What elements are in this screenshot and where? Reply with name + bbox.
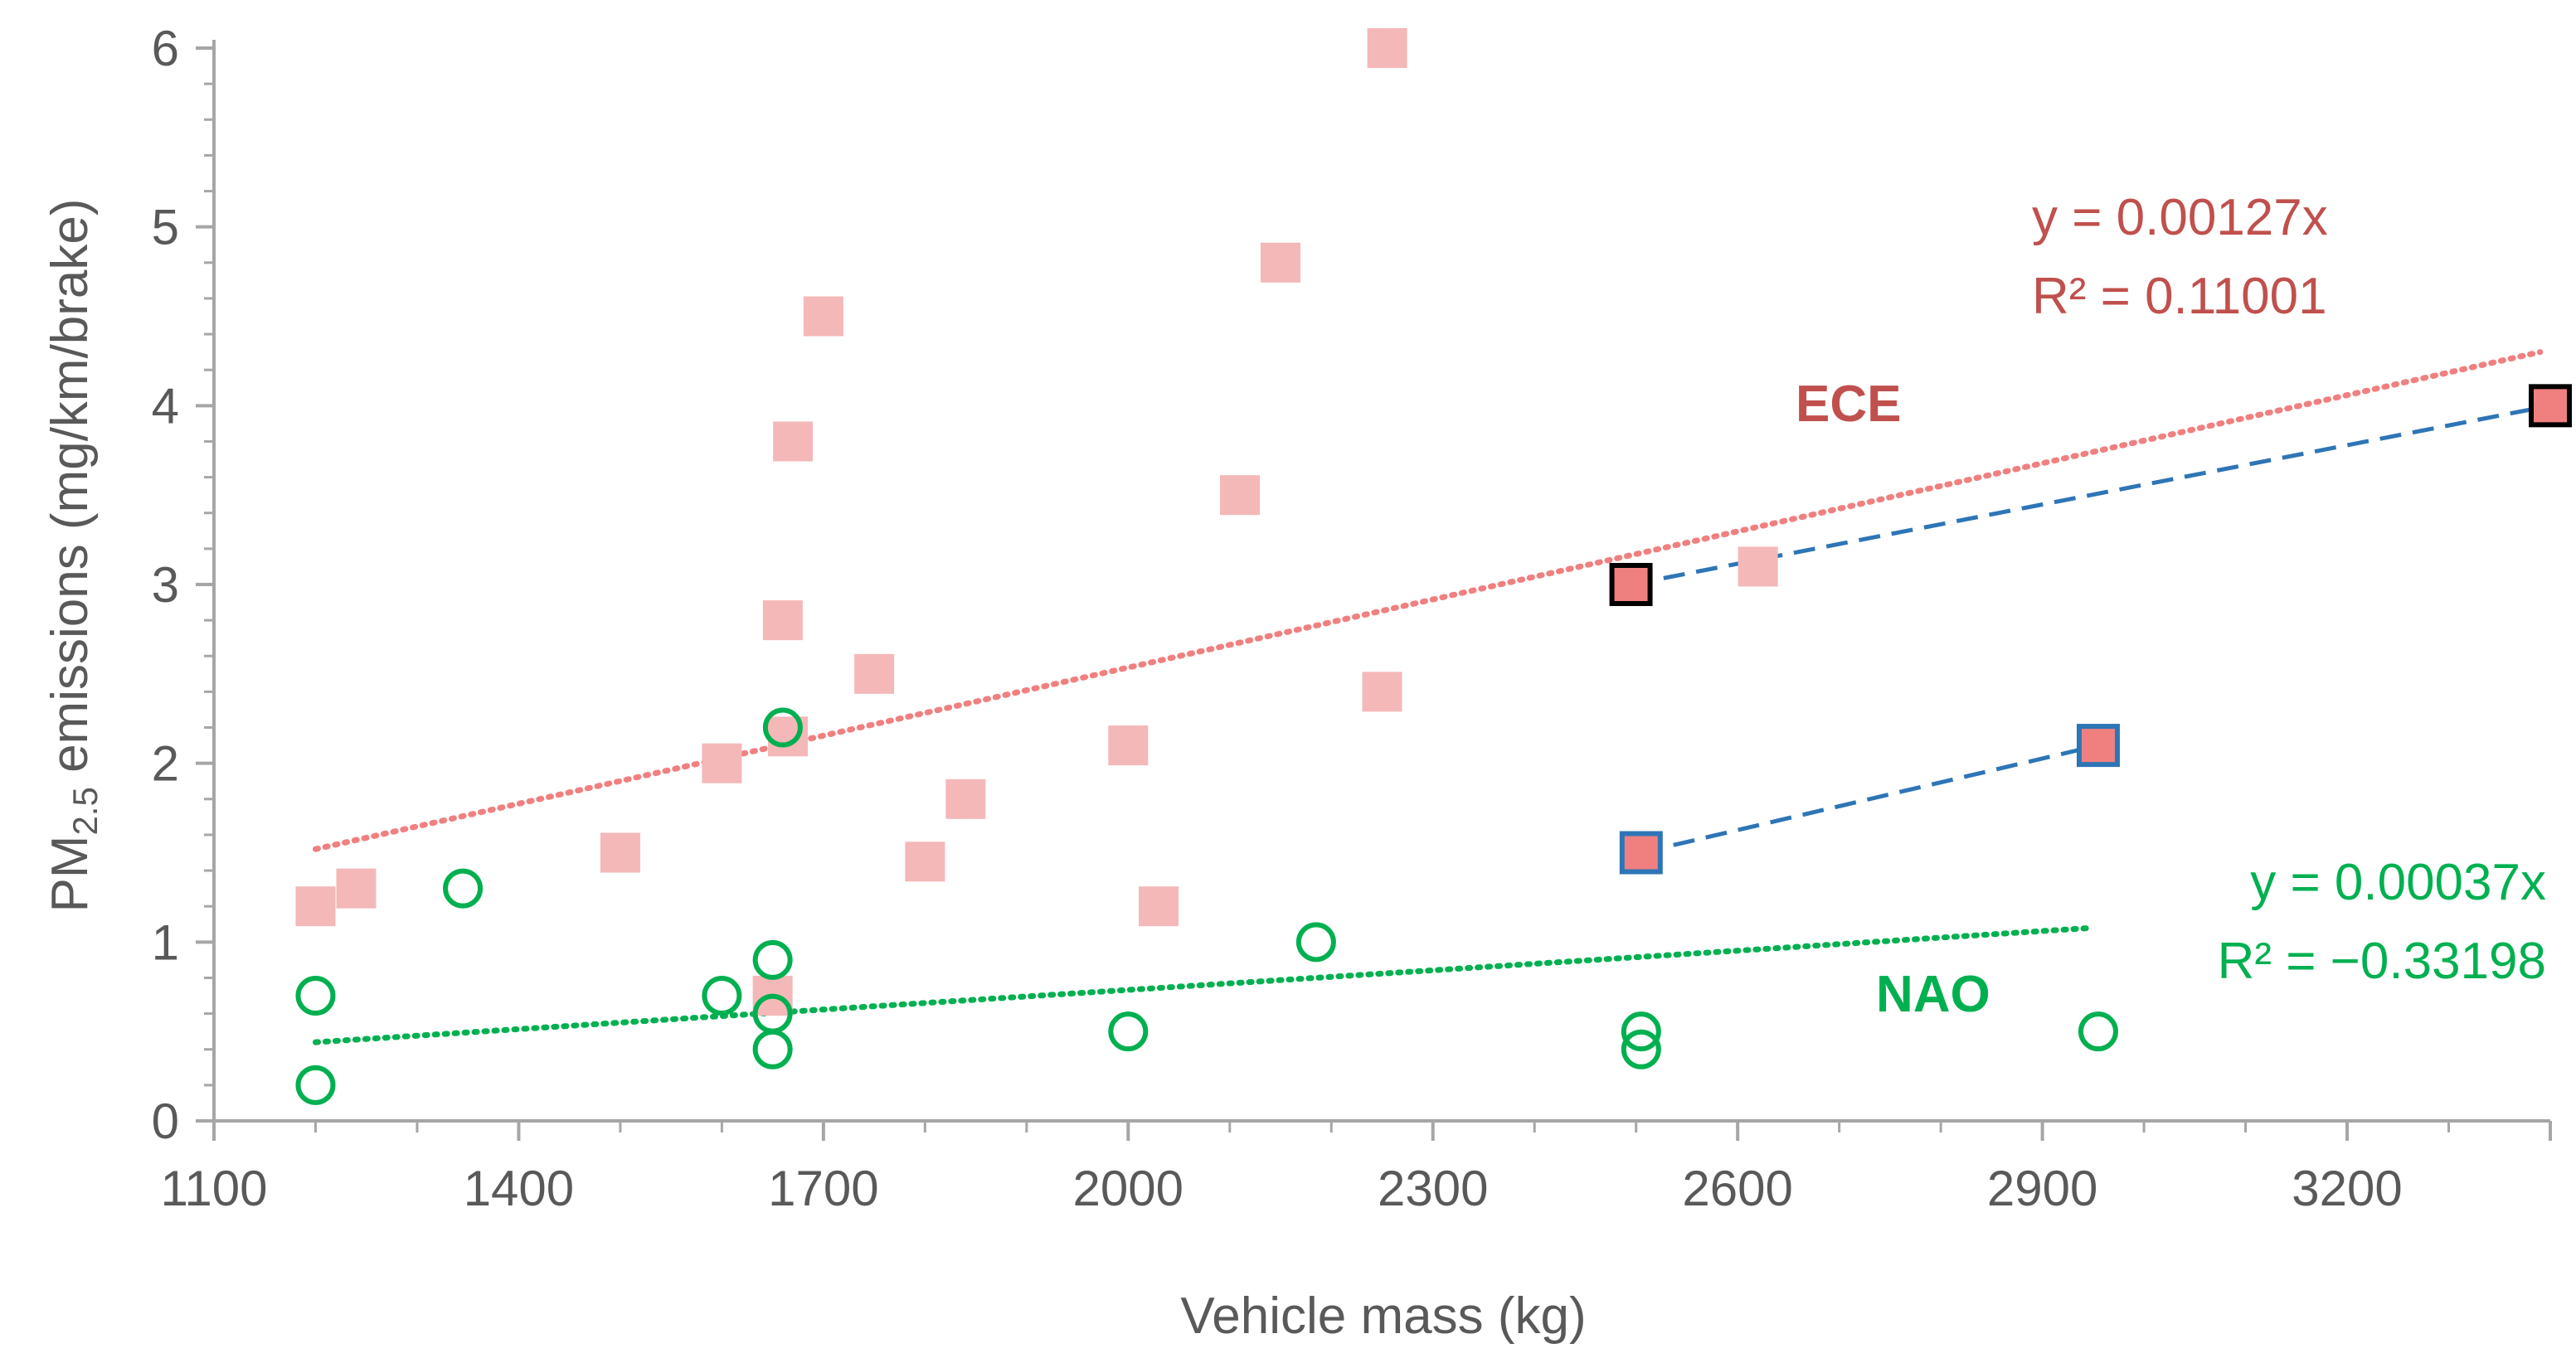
y-tick-label: 1: [152, 914, 179, 970]
x-tick-label: 3200: [2292, 1161, 2402, 1216]
ece-point: [1367, 28, 1407, 68]
highlighted-point: [1619, 831, 1663, 875]
trendline: [312, 349, 2544, 852]
ece-point: [336, 868, 377, 909]
nao-point: [762, 707, 803, 748]
trendline: [312, 924, 2097, 1045]
ece-point: [1362, 672, 1402, 712]
x-tick-label: 1700: [768, 1161, 878, 1216]
nao-equation: y = 0.00037x: [2250, 854, 2546, 911]
data-points: [295, 28, 2572, 1105]
ece-point: [1738, 546, 1778, 587]
highlighted-point: [2529, 384, 2572, 428]
highlighted-point: [1609, 563, 1653, 606]
dashed-line: [1640, 743, 2099, 855]
x-tick-label: 2900: [1987, 1161, 2097, 1216]
nao-point: [1621, 1029, 1661, 1069]
x-tick-label: 2300: [1378, 1161, 1488, 1216]
ece-point: [854, 653, 895, 694]
nao-point: [2078, 1011, 2118, 1052]
x-tick-label: 1100: [160, 1161, 267, 1216]
nao-point: [443, 868, 484, 909]
ece-point: [773, 421, 814, 462]
y-axis-label-prefix: PM: [41, 836, 99, 913]
nao-point: [1621, 1011, 1661, 1052]
y-tick-label: 4: [152, 378, 179, 434]
ece-equation: y = 0.00127x: [2032, 189, 2328, 246]
nao-point: [295, 976, 336, 1016]
nao-point: [1108, 1011, 1149, 1052]
y-tick-label: 6: [152, 21, 179, 76]
ece-point: [905, 841, 945, 882]
ece-point: [945, 778, 986, 819]
x-tick-label: 2000: [1073, 1161, 1184, 1216]
ece-r2: R² = 0.11001: [2032, 268, 2327, 325]
y-axis-label-subscript: 2.5: [66, 787, 104, 835]
ece-point: [1108, 725, 1149, 766]
nao-point: [752, 939, 793, 980]
ece-point: [1261, 242, 1301, 283]
axes: [196, 40, 2552, 1141]
nao-label: NAO: [1876, 966, 1990, 1023]
ece-point: [295, 886, 336, 927]
nao-point: [1295, 922, 1336, 963]
y-tick-label: 5: [152, 200, 179, 255]
ece-point: [702, 743, 742, 783]
trend-lines: [312, 349, 2551, 1045]
ece-point: [1220, 475, 1261, 516]
y-tick-label: 3: [152, 557, 179, 613]
ece-point: [1139, 886, 1179, 927]
ece-point: [600, 832, 640, 873]
ece-label: ECE: [1796, 376, 1901, 433]
tick-labels: 0 1 2 3 4 5 6 1100 1400 1700 2000 2300 2600 2900 3200: [152, 21, 2403, 1216]
nao-point: [752, 993, 793, 1034]
nao-point: [752, 1029, 793, 1069]
ece-point: [803, 296, 843, 337]
nao-r2: R² = −0.33198: [2218, 933, 2546, 990]
highlighted-point: [2076, 724, 2120, 768]
y-axis-label-suffix: emissions (mg/km/brake): [41, 198, 99, 787]
y-axis-label: PM2.5 emissions (mg/km/brake): [41, 198, 104, 912]
nao-point: [295, 1065, 336, 1105]
dashed-line: [1631, 403, 2551, 587]
x-tick-label: 1400: [464, 1161, 574, 1216]
y-tick-label: 2: [152, 736, 179, 792]
ece-point: [762, 600, 803, 641]
x-axis-label: Vehicle mass (kg): [1180, 1288, 1586, 1345]
nao-point: [702, 976, 742, 1016]
x-tick-label: 2600: [1682, 1161, 1792, 1216]
y-tick-label: 0: [152, 1094, 179, 1149]
